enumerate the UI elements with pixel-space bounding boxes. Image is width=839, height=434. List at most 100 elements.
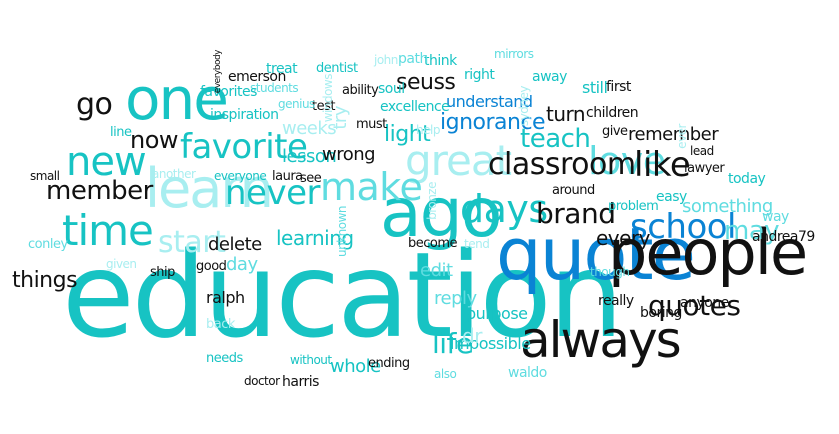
word-everybody: everybody	[213, 50, 223, 94]
word-harris: harris	[282, 374, 319, 390]
word-mirrors: mirrors	[494, 47, 534, 61]
word-education: education	[62, 226, 624, 364]
word-ralph: ralph	[206, 288, 245, 307]
word-day: day	[226, 254, 258, 275]
word-though: though	[590, 265, 630, 279]
word-quote: quote	[496, 212, 696, 296]
word-easy: easy	[656, 189, 687, 205]
word-ago: ago	[380, 174, 502, 253]
word-conley: conley	[28, 237, 68, 252]
word-help: help	[416, 123, 440, 137]
word-teach: teach	[520, 124, 591, 154]
word-ever: ever	[675, 124, 689, 149]
word-laura: laura	[272, 169, 303, 184]
word-students: students	[250, 81, 299, 95]
word-another: another	[152, 167, 196, 181]
word-weeks: weeks	[282, 118, 337, 139]
word-edit: edit	[420, 260, 453, 281]
word-anyone: anyone	[680, 295, 729, 311]
word-things: things	[12, 268, 78, 293]
word-purpose: purpose	[466, 304, 528, 323]
word-ability: ability	[342, 83, 379, 98]
word-around: around	[552, 183, 595, 198]
word-really: really	[598, 293, 634, 309]
word-still: still	[582, 78, 608, 97]
word-great: great	[405, 136, 512, 185]
word-wrong: wrong	[322, 144, 376, 165]
word-classroom: classroom	[488, 147, 636, 182]
word-may: may	[724, 216, 780, 246]
word-never: never	[225, 173, 320, 213]
word-understand: understand	[446, 92, 533, 111]
word-light: light	[384, 122, 431, 147]
word-test: test	[312, 99, 335, 114]
word-see: see	[300, 171, 322, 186]
word-school: school	[630, 207, 737, 247]
word-emerson: emerson	[228, 69, 286, 85]
word-given: given	[106, 257, 137, 271]
word-reply: reply	[434, 288, 477, 309]
word-remember: remember	[628, 124, 719, 145]
word-soul: soul	[378, 81, 405, 97]
word-ending: ending	[368, 356, 410, 371]
word-back: back	[206, 317, 235, 332]
word-quotes: quotes	[648, 289, 741, 322]
word-good: good	[196, 259, 227, 274]
word-also: also	[434, 367, 457, 381]
word-every: every	[596, 226, 651, 250]
word-lawyer: lawyer	[684, 161, 725, 176]
word-doctor: doctor	[244, 374, 280, 388]
word-everyone: everyone	[214, 169, 267, 183]
word-always: always	[520, 311, 682, 369]
word-children: children	[586, 105, 639, 121]
word-small: small	[30, 169, 60, 183]
word-bronze: bronze	[425, 182, 439, 220]
word-today: today	[728, 171, 766, 187]
word-unknown: unknown	[335, 206, 349, 258]
word-away: away	[532, 69, 567, 85]
word-become: become	[408, 236, 458, 251]
word-member: member	[46, 176, 153, 206]
word-favorite: favorite	[180, 127, 308, 167]
word-give: give	[602, 124, 628, 139]
word-think: think	[424, 53, 457, 69]
word-must: must	[356, 117, 387, 132]
word-make: make	[320, 165, 423, 209]
word-love: love	[588, 139, 666, 183]
word-without: without	[290, 353, 332, 367]
word-needs: needs	[206, 351, 243, 366]
word-path: path	[398, 51, 428, 67]
word-turn: turn	[546, 102, 586, 126]
word-people: people	[608, 216, 808, 289]
word-brand: brand	[536, 197, 616, 230]
word-favorites: favorites	[200, 84, 257, 100]
word-try: try	[330, 106, 351, 130]
word-right: right	[464, 67, 495, 83]
word-line: line	[110, 125, 132, 140]
word-whole: whole	[330, 356, 381, 377]
word-go: go	[76, 87, 113, 122]
word-tend: tend	[464, 237, 490, 251]
word-learning: learning	[276, 226, 354, 250]
word-excellence: excellence	[380, 99, 450, 115]
word-start: start	[158, 225, 226, 260]
word-now: now	[130, 126, 179, 154]
word-days: days	[460, 187, 548, 231]
word-ship: ship	[150, 265, 175, 280]
word-first: first	[606, 79, 631, 95]
word-genius: genius	[278, 97, 315, 111]
word-waldo: waldo	[508, 365, 547, 381]
word-lesson: lesson	[282, 146, 337, 167]
word-life: life	[432, 327, 473, 360]
word-sydney: sydney	[517, 86, 531, 127]
word-boring: boring	[640, 305, 682, 321]
word-john: john	[374, 53, 398, 67]
word-new: new	[66, 139, 147, 185]
word-treat: treat	[266, 61, 298, 77]
word-something: something	[682, 196, 773, 217]
word-ignorance: ignorance	[440, 110, 546, 135]
word-learn: learn	[145, 157, 274, 220]
word-impossible: impossible	[450, 334, 531, 353]
word-andrea79: andrea79	[752, 229, 815, 245]
